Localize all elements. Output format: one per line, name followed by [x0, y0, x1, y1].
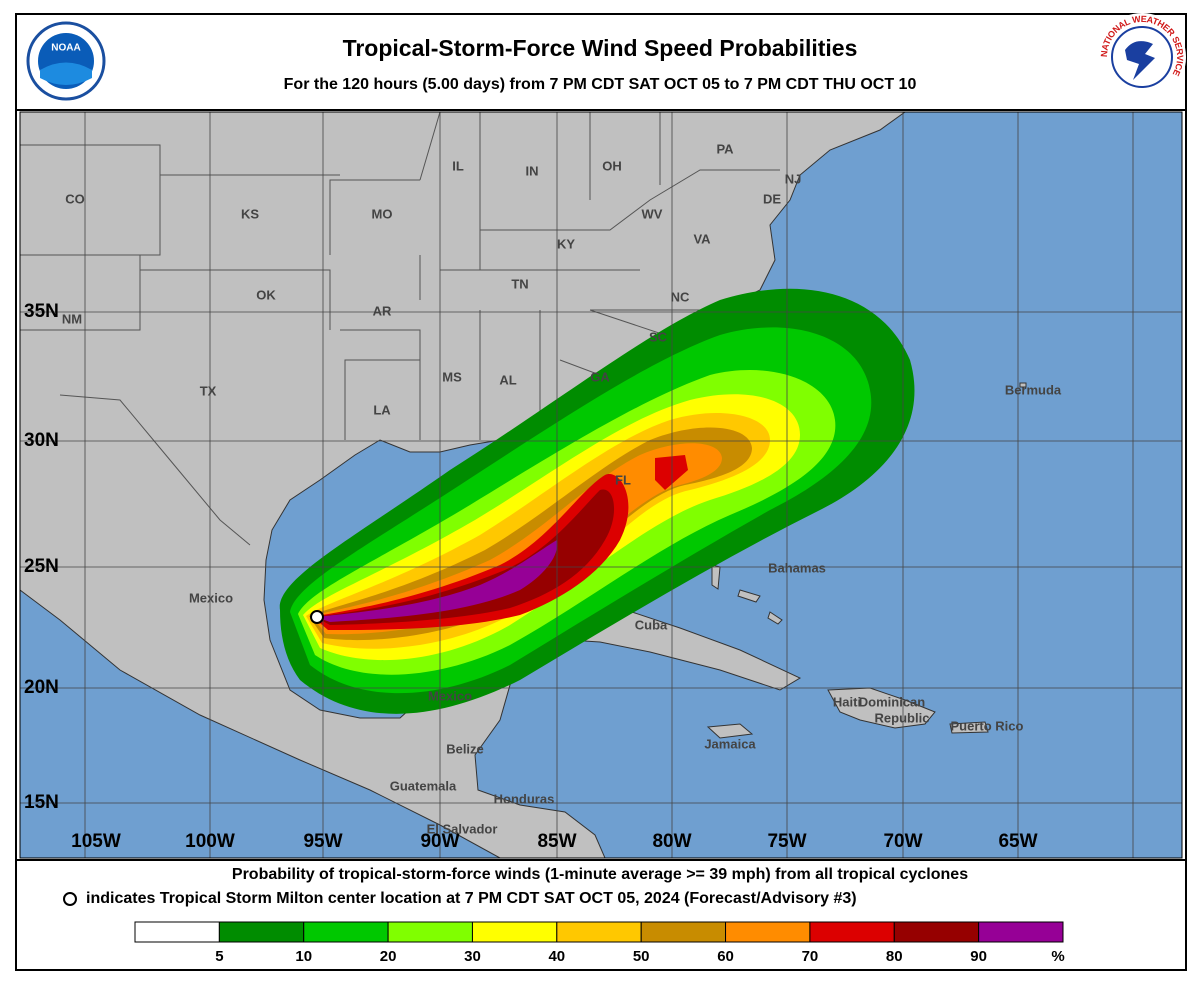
cuba — [559, 607, 802, 691]
place-labels: CO KS MO IL IN OH PA NJ DE WV VA KY TN N… — [62, 141, 1062, 836]
place-label: IN — [526, 163, 539, 178]
legend-label: 70 — [802, 948, 819, 965]
jamaica — [706, 723, 754, 739]
legend-swatch — [471, 921, 558, 943]
legend-label: 10 — [295, 948, 312, 965]
latitude-label: 15N — [24, 792, 59, 813]
place-label: GA — [590, 369, 610, 384]
nws-bolt — [1125, 41, 1155, 80]
place-label: KS — [241, 206, 259, 221]
place-label: PA — [716, 141, 734, 156]
legend-swatch — [387, 921, 473, 943]
longitude-label: 80W — [652, 831, 691, 852]
longitude-label: 90W — [420, 831, 459, 852]
place-label: OK — [256, 287, 276, 302]
noaa-wave — [40, 62, 92, 85]
place-label: IL — [452, 158, 464, 173]
longitude-label: 95W — [303, 831, 342, 852]
probability-bands — [279, 288, 915, 714]
probability-band — [316, 540, 558, 622]
longitude-label: 75W — [767, 831, 806, 852]
place-label: CO — [65, 191, 85, 206]
place-label: Mexico — [189, 590, 233, 605]
graticule — [20, 112, 1182, 858]
legend-label: 90 — [970, 948, 987, 965]
hispaniola — [827, 687, 936, 729]
legend-label: 5 — [215, 948, 223, 965]
place-label: FL — [615, 472, 631, 487]
place-label: Dominican — [859, 694, 926, 709]
place-label: Republic — [875, 710, 930, 725]
map: CO KS MO IL IN OH PA NJ DE WV VA KY TN N… — [20, 112, 1182, 858]
place-label: Haiti — [833, 694, 861, 709]
place-label: Honduras — [494, 791, 555, 806]
legend-swatch — [556, 921, 642, 943]
place-label: LA — [373, 402, 391, 417]
probability-band — [315, 489, 615, 625]
legend-label: 40 — [548, 948, 565, 965]
place-label: MS — [442, 369, 462, 384]
legend-swatch — [303, 921, 389, 943]
legend-swatch — [978, 921, 1064, 943]
legend-label: 20 — [380, 948, 397, 965]
latitude-label: 35N — [24, 301, 59, 322]
longitude-labels: 105W 100W 95W 90W 85W 80W 75W 70W 65W — [71, 831, 1037, 852]
map-border — [19, 111, 1183, 859]
place-label: Puerto Rico — [951, 718, 1024, 733]
noaa-logo-text: NOAA — [51, 43, 80, 54]
longitude-label: 65W — [998, 831, 1037, 852]
longitude-label: 100W — [185, 831, 235, 852]
place-label: VA — [693, 231, 711, 246]
storm-center — [310, 610, 324, 624]
legend-label: 80 — [886, 948, 903, 965]
legend-swatch — [893, 921, 980, 943]
place-label: Cuba — [635, 617, 668, 632]
islands — [711, 382, 1027, 625]
place-label: El Salvador — [427, 821, 498, 836]
place-label: Belize — [446, 741, 484, 756]
legend-swatch — [134, 921, 220, 943]
legend: 5 10 20 30 40 50 60 70 80 90% — [134, 921, 1065, 965]
place-label: OH — [602, 158, 622, 173]
longitude-label: 70W — [883, 831, 922, 852]
title: Tropical-Storm-Force Wind Speed Probabil… — [343, 35, 858, 61]
place-label: NC — [671, 289, 690, 304]
place-label: NM — [62, 311, 82, 326]
footer-line: Probability of tropical-storm-force wind… — [232, 866, 968, 883]
place-label: Guatemala — [390, 778, 457, 793]
place-label: Mexico — [428, 688, 472, 703]
latitude-label: 25N — [24, 556, 59, 577]
place-label: SC — [649, 329, 668, 344]
place-label: NJ — [785, 171, 802, 186]
place-label: TN — [511, 276, 528, 291]
place-label: Bermuda — [1005, 382, 1062, 397]
subtitle: For the 120 hours (5.00 days) from 7 PM … — [284, 76, 917, 93]
place-label: Jamaica — [704, 736, 756, 751]
place-label: TX — [200, 383, 217, 398]
latitude-labels: 35N 30N 25N 20N 15N — [24, 301, 59, 813]
latitude-label: 30N — [24, 430, 59, 451]
storm-marker-key — [63, 892, 77, 906]
latitude-label: 20N — [24, 677, 59, 698]
legend-swatch — [640, 921, 727, 943]
puerto-rico — [949, 721, 989, 734]
place-label: MO — [372, 206, 393, 221]
legend-swatch — [218, 921, 305, 943]
longitude-label: 85W — [537, 831, 576, 852]
legend-swatch — [809, 921, 895, 943]
legend-unit: % — [1051, 948, 1064, 965]
legend-label: 50 — [633, 948, 650, 965]
legend-label: 30 — [464, 948, 481, 965]
place-label: AR — [373, 303, 392, 318]
place-label: KY — [557, 236, 575, 251]
place-label: AL — [499, 372, 516, 387]
place-label: DE — [763, 191, 781, 206]
legend-label: 60 — [717, 948, 734, 965]
footer-line: indicates Tropical Storm Milton center l… — [86, 890, 857, 907]
place-label: WV — [642, 206, 663, 221]
legend-swatch — [725, 921, 811, 943]
place-label: Bahamas — [768, 560, 826, 575]
longitude-label: 105W — [71, 831, 121, 852]
